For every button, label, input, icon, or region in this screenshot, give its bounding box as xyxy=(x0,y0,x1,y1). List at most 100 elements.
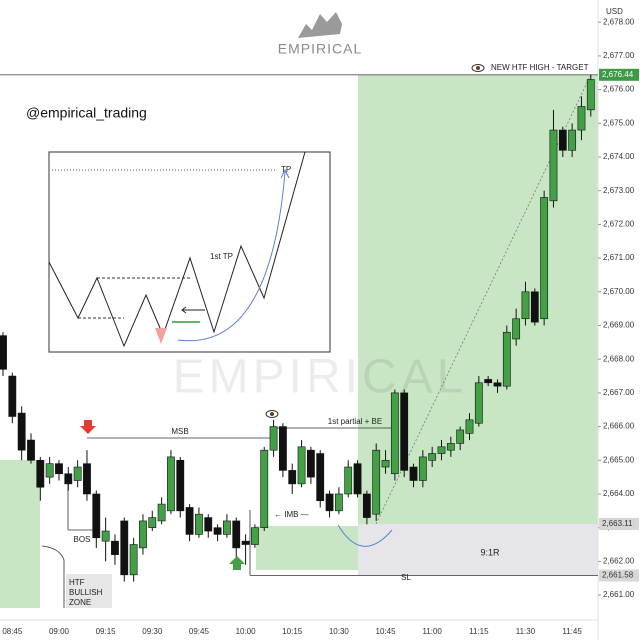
candle-body xyxy=(176,459,185,512)
candle-body xyxy=(111,540,119,555)
candle-body xyxy=(381,459,390,468)
candle-body xyxy=(64,473,73,485)
candle-body xyxy=(577,106,586,131)
curve xyxy=(41,545,65,608)
candle-body xyxy=(549,129,558,202)
candle-body xyxy=(120,520,129,576)
candle-body xyxy=(288,470,297,485)
candle-body xyxy=(251,527,259,545)
price-tag xyxy=(599,517,639,530)
logo-icon xyxy=(298,12,342,38)
y-tick-label: 2,672.00 xyxy=(603,220,635,229)
zone-label: ZONE xyxy=(69,598,91,607)
y-tick-label: 2,674.00 xyxy=(603,152,635,161)
x-tick-label: 10:15 xyxy=(282,627,303,636)
candle-body xyxy=(306,449,315,478)
candle-body xyxy=(148,517,157,528)
candle-body xyxy=(129,544,138,576)
x-tick-label: 11:00 xyxy=(422,627,442,636)
handle: @empirical_trading xyxy=(26,105,147,121)
logo-text: EMPIRICAL xyxy=(278,41,362,57)
imb-zone xyxy=(256,526,358,570)
candle-body xyxy=(484,379,493,384)
candle-body xyxy=(334,493,343,512)
candle-body xyxy=(400,392,409,471)
candle-body xyxy=(157,503,166,522)
candle-body xyxy=(269,426,278,451)
candle-body xyxy=(17,412,26,451)
price-tag xyxy=(599,569,639,582)
partial-label: 1st partial + BE xyxy=(328,417,382,426)
candle-body xyxy=(362,493,371,518)
candle-body xyxy=(204,517,213,532)
down-arrow xyxy=(80,420,96,434)
price-tag xyxy=(599,68,639,81)
x-tick-label: 10:30 xyxy=(329,627,350,636)
candle-body xyxy=(353,463,362,495)
candle-body xyxy=(409,466,418,481)
candle-body xyxy=(278,426,287,471)
candle-body xyxy=(418,456,427,481)
y-tick-label: 2,669.00 xyxy=(603,321,635,330)
zone-label: BULLISH xyxy=(69,588,103,597)
imb-label: ← IMB — xyxy=(274,510,309,519)
candle-body xyxy=(167,456,175,512)
entry-marker xyxy=(155,328,167,344)
bos-label: BOS xyxy=(74,535,91,544)
candle-body xyxy=(297,446,306,485)
candle-body xyxy=(465,419,474,434)
tp-label: TP xyxy=(281,165,291,174)
y-tick-label: 2,678.00 xyxy=(603,17,635,26)
candle-body xyxy=(195,513,203,535)
y-tick-label: 2,668.00 xyxy=(603,354,635,363)
eye-icon xyxy=(270,412,274,416)
candle-body xyxy=(456,429,465,444)
candle-body xyxy=(446,443,455,451)
candle-body xyxy=(474,382,483,424)
x-tick-label: 11:45 xyxy=(562,627,582,636)
candle-body xyxy=(390,392,399,475)
candle-body xyxy=(316,453,325,502)
target-path xyxy=(375,74,592,525)
candle-body xyxy=(530,291,539,323)
candle-body xyxy=(185,507,194,535)
x-tick-label: 11:15 xyxy=(469,627,489,636)
candle-body xyxy=(223,520,231,535)
msb-label: MSB xyxy=(171,427,188,436)
rr-label: 9:1R xyxy=(480,547,500,557)
target-label: NEW HTF HIGH - TARGET xyxy=(491,63,589,72)
candle-body xyxy=(101,530,110,542)
candle-body xyxy=(568,129,577,151)
y-tick-label: 2,676.00 xyxy=(603,85,635,94)
logo: EMPIRICAL xyxy=(278,12,362,57)
candle-body xyxy=(83,463,91,495)
x-tick-label: 08:45 xyxy=(2,627,23,636)
candle-body xyxy=(92,493,101,539)
y-tick-label: 2,675.00 xyxy=(603,118,635,127)
candle-body xyxy=(502,331,511,387)
y-tick-label: 2,667.00 xyxy=(603,388,635,397)
candle-body xyxy=(213,527,222,535)
y-tick-label: 2,662.00 xyxy=(603,556,635,565)
y-tick-label: 2,673.00 xyxy=(603,186,635,195)
candle-body xyxy=(260,449,269,528)
candle-body xyxy=(437,446,446,454)
candle-body xyxy=(73,466,82,481)
candle-body xyxy=(521,291,530,320)
y-tick-label: 2,661.00 xyxy=(603,590,635,599)
inset-diagram: TP 1st TP xyxy=(48,151,331,353)
projection-curve xyxy=(177,171,286,342)
curve xyxy=(337,524,393,547)
up-arrow xyxy=(229,556,245,570)
arrow xyxy=(181,306,205,314)
first-tp-label: 1st TP xyxy=(210,252,233,261)
price-tag-label: 2,663.11 xyxy=(602,519,633,528)
candle-body xyxy=(241,540,250,545)
y-tick-label: 2,671.00 xyxy=(603,253,635,262)
x-tick-label: 09:45 xyxy=(189,627,210,636)
candle-body xyxy=(428,453,437,461)
x-tick-label: 10:45 xyxy=(376,627,397,636)
x-tick-label: 11:30 xyxy=(516,627,536,636)
eye-icon xyxy=(476,66,480,70)
